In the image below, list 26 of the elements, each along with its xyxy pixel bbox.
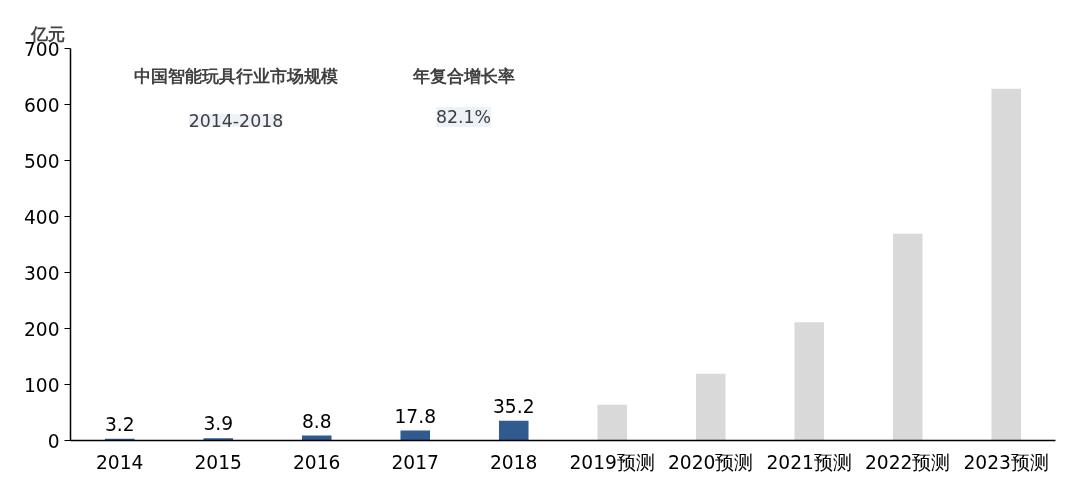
y-tick-label: 100 [23, 374, 60, 396]
x-tick-label: 2018 [490, 451, 538, 473]
y-tick-label: 200 [23, 318, 60, 340]
data-label: 35.2 [492, 395, 535, 417]
x-tick-label: 2014 [96, 451, 144, 473]
x-tick-label: 2021预测 [766, 451, 852, 473]
y-tick-label: 600 [23, 94, 60, 116]
x-tick-label: 2017 [391, 451, 439, 473]
annotation: 中国智能玩具行业市场规模 [133, 65, 338, 86]
y-tick-label: 500 [23, 150, 60, 172]
x-tick-label: 2022预测 [865, 451, 951, 473]
x-tick-label: 2020预测 [668, 451, 754, 473]
data-label: 17.8 [394, 405, 437, 427]
y-tick-label: 400 [23, 206, 60, 228]
data-label: 3.2 [104, 413, 135, 435]
y-tick-label: 0 [47, 430, 60, 452]
x-tick-label: 2019预测 [569, 451, 655, 473]
annotation: 2014-2018 [188, 110, 284, 131]
x-tick-label: 2023预测 [963, 451, 1049, 473]
x-tick-label: 2015 [194, 451, 242, 473]
y-tick-label: 300 [23, 262, 60, 284]
data-label: 8.8 [301, 410, 332, 432]
annotation: 年复合增长率 [411, 65, 515, 86]
x-tick-label: 2016 [293, 451, 341, 473]
annotation: 82.1% [435, 106, 492, 127]
data-label: 3.9 [203, 413, 234, 435]
